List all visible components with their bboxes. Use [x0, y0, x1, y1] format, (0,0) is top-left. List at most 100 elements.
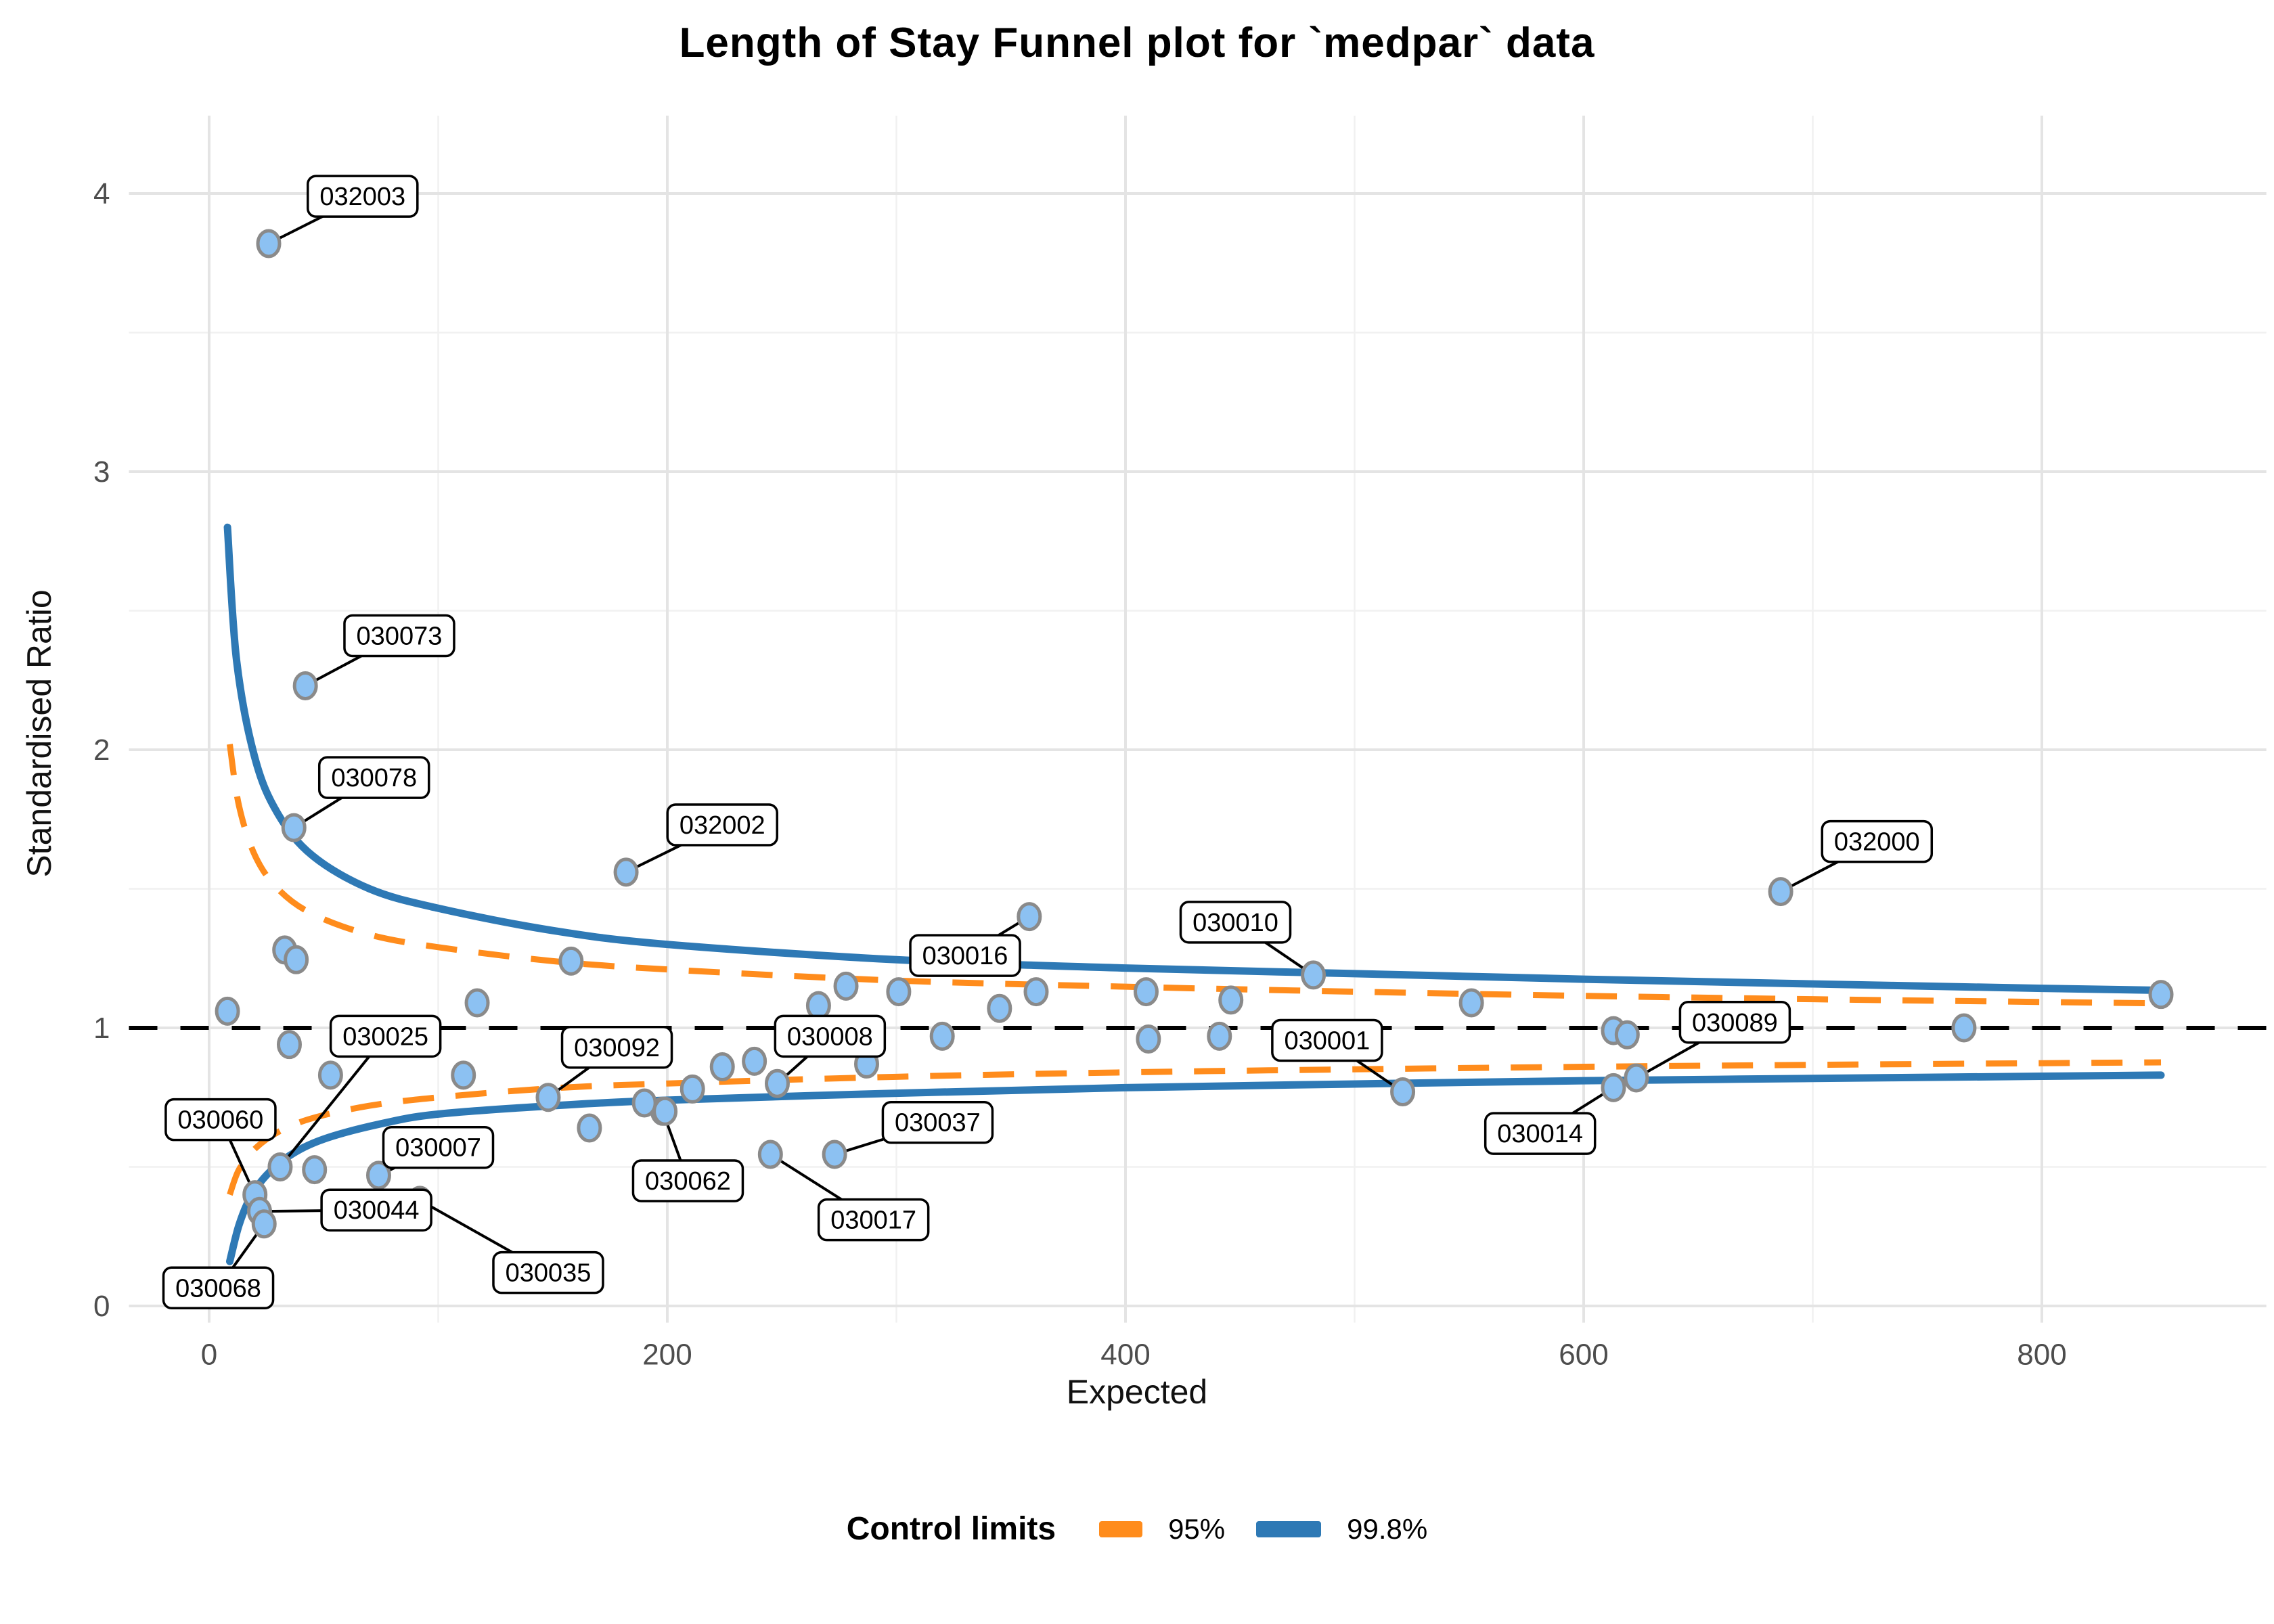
data-point[interactable] — [464, 988, 490, 1018]
legend: Control limits 95% 99.8% — [0, 1510, 2274, 1548]
point-label: 032000 — [1834, 828, 1920, 857]
data-point[interactable] — [1218, 985, 1244, 1015]
data-point[interactable] — [577, 1113, 602, 1143]
legend-item-998: 99.8% — [1256, 1513, 1427, 1546]
y-tick-label: 2 — [93, 734, 110, 767]
data-point[interactable] — [1136, 1024, 1161, 1054]
data-point[interactable] — [276, 1030, 302, 1060]
point-label: 030008 — [787, 1022, 873, 1051]
point-label-box[interactable] — [317, 756, 430, 799]
point-label-box[interactable] — [909, 934, 1021, 977]
data-point[interactable] — [631, 1088, 657, 1118]
limit-curve-998-lower — [225, 1071, 2165, 1265]
data-point[interactable] — [1390, 1077, 1416, 1107]
data-point[interactable] — [1614, 1020, 1640, 1050]
point-label-box[interactable] — [774, 1014, 887, 1058]
data-point[interactable] — [987, 993, 1012, 1023]
point-label: 030089 — [1692, 1009, 1778, 1037]
point-label-box[interactable] — [666, 803, 778, 847]
point-label-box[interactable] — [162, 1266, 275, 1310]
limit-curve-95-upper — [227, 744, 2162, 1007]
point-label-box[interactable] — [817, 1198, 930, 1242]
point-label: 030010 — [1192, 909, 1278, 937]
data-point[interactable] — [709, 1052, 735, 1082]
point-label-box[interactable] — [1484, 1112, 1597, 1155]
point-label-box[interactable] — [560, 1026, 673, 1069]
point-label: 030017 — [830, 1206, 916, 1235]
point-label-box[interactable] — [1678, 1001, 1791, 1044]
data-point[interactable] — [292, 671, 318, 700]
data-point[interactable] — [679, 1074, 705, 1104]
data-point[interactable] — [1207, 1021, 1232, 1051]
data-point[interactable] — [251, 1209, 277, 1239]
data-point[interactable] — [317, 1060, 343, 1090]
data-point[interactable] — [613, 857, 639, 887]
data-point[interactable] — [1458, 988, 1484, 1018]
data-point[interactable] — [764, 1068, 790, 1098]
data-point[interactable] — [886, 977, 912, 1007]
data-point[interactable] — [1601, 1073, 1626, 1102]
data-point[interactable] — [451, 1060, 476, 1090]
legend-label-95: 95% — [1168, 1512, 1226, 1545]
point-label-box[interactable] — [343, 614, 455, 658]
data-point[interactable] — [2148, 980, 2174, 1010]
x-tick-label: 200 — [642, 1338, 692, 1372]
data-point[interactable] — [833, 971, 859, 1001]
point-label-box[interactable] — [164, 1098, 277, 1142]
point-label: 032003 — [319, 183, 405, 211]
data-point[interactable] — [1023, 977, 1049, 1007]
data-point[interactable] — [267, 1152, 293, 1181]
data-point[interactable] — [281, 813, 307, 842]
y-tick-label: 3 — [93, 455, 110, 489]
point-label: 030007 — [395, 1134, 481, 1163]
data-point[interactable] — [215, 996, 240, 1026]
legend-label-998: 99.8% — [1347, 1512, 1428, 1545]
data-point[interactable] — [302, 1155, 328, 1185]
data-point[interactable] — [822, 1140, 847, 1169]
point-label-box[interactable] — [1271, 1018, 1383, 1062]
point-label-box[interactable] — [1179, 901, 1292, 944]
data-point[interactable] — [1301, 960, 1326, 990]
legend-title: Control limits — [846, 1511, 1056, 1547]
point-label-box[interactable] — [329, 1014, 442, 1058]
point-label-box[interactable] — [307, 175, 419, 218]
data-point[interactable] — [652, 1096, 678, 1126]
data-point[interactable] — [805, 991, 831, 1020]
data-point[interactable] — [365, 1160, 391, 1190]
legend-swatch-998-icon — [1256, 1520, 1322, 1537]
x-axis-title: Expected — [1066, 1373, 1208, 1411]
data-point[interactable] — [757, 1140, 783, 1169]
data-point[interactable] — [535, 1083, 561, 1112]
point-label: 030068 — [175, 1274, 261, 1303]
point-label: 030014 — [1497, 1120, 1583, 1148]
point-label-box[interactable] — [1821, 819, 1934, 863]
data-point[interactable] — [1624, 1063, 1649, 1093]
point-label: 030037 — [895, 1109, 981, 1137]
data-point[interactable] — [1133, 977, 1159, 1007]
point-label: 032002 — [679, 811, 765, 840]
point-label-box[interactable] — [631, 1159, 744, 1202]
y-tick-label: 4 — [93, 177, 110, 210]
x-tick-label: 800 — [2017, 1338, 2066, 1372]
data-point[interactable] — [742, 1046, 767, 1076]
data-point[interactable] — [256, 229, 282, 258]
point-label: 030092 — [574, 1034, 660, 1062]
point-label: 030025 — [342, 1022, 428, 1051]
x-tick-label: 600 — [1559, 1338, 1608, 1372]
legend-item-95: 95% — [1099, 1513, 1225, 1546]
data-point[interactable] — [1768, 877, 1793, 907]
point-label: 030001 — [1284, 1027, 1370, 1055]
data-point[interactable] — [284, 945, 309, 974]
data-point[interactable] — [1017, 902, 1042, 932]
data-point[interactable] — [558, 946, 584, 976]
data-point[interactable] — [1951, 1013, 1977, 1043]
point-label-box[interactable] — [492, 1250, 604, 1294]
point-label-box[interactable] — [881, 1100, 994, 1144]
limit-curve-95-lower — [227, 1059, 2162, 1196]
point-label-box[interactable] — [382, 1125, 495, 1169]
data-point[interactable] — [929, 1021, 955, 1051]
x-tick-label: 0 — [201, 1338, 217, 1372]
point-label-box[interactable] — [320, 1188, 432, 1232]
